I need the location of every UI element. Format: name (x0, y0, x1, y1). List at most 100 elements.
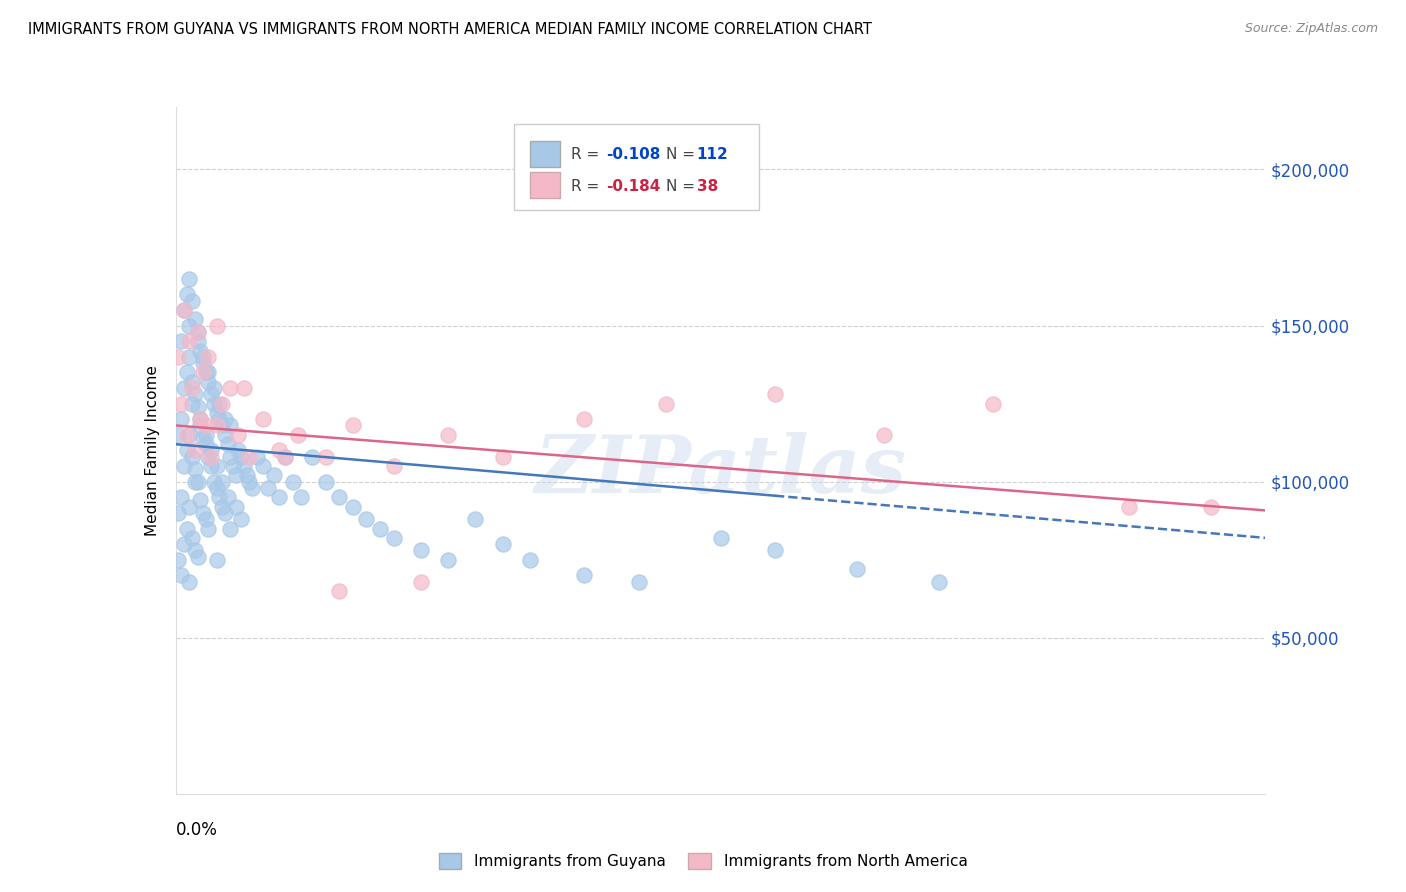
Point (208, 490, 231, 504)
Text: 0.0%: 0.0% (176, 822, 218, 839)
Point (235, 468, 257, 483)
Point (217, 490, 239, 504)
Point (225, 468, 247, 483)
Point (269, 443, 291, 458)
Point (928, 574, 950, 589)
Point (197, 366, 219, 380)
Point (232, 458, 254, 473)
FancyBboxPatch shape (513, 124, 759, 211)
Point (356, 512, 378, 526)
Point (179, 318, 201, 333)
Point (167, 506, 190, 520)
Point (179, 271, 201, 285)
Point (181, 531, 204, 545)
Point (315, 475, 337, 489)
Point (287, 427, 309, 442)
Point (873, 427, 896, 442)
Point (181, 375, 204, 389)
Point (257, 481, 280, 495)
Point (763, 543, 786, 558)
Point (246, 450, 269, 464)
Point (179, 500, 201, 514)
Point (981, 396, 1004, 410)
Point (191, 431, 214, 445)
Point (173, 458, 195, 473)
Point (170, 490, 193, 504)
Point (281, 475, 304, 489)
Point (186, 325, 209, 339)
Point (1118, 500, 1140, 514)
Point (214, 506, 236, 520)
Point (437, 427, 460, 442)
Point (382, 531, 405, 545)
Point (200, 450, 222, 464)
Point (437, 552, 460, 567)
Point (219, 450, 242, 464)
Point (191, 506, 214, 520)
Point (710, 531, 733, 545)
Point (214, 412, 236, 426)
Point (176, 366, 198, 380)
Point (219, 381, 242, 395)
Point (1199, 500, 1222, 514)
Point (202, 381, 225, 395)
Point (231, 512, 253, 526)
Point (240, 481, 263, 495)
Point (315, 450, 337, 464)
Text: 112: 112 (696, 147, 728, 162)
Point (274, 450, 297, 464)
Text: R =: R = (571, 178, 605, 194)
Point (342, 418, 364, 433)
Point (228, 443, 250, 458)
Point (170, 568, 193, 582)
Point (290, 490, 312, 504)
Point (238, 450, 260, 464)
Point (301, 450, 323, 464)
Point (176, 521, 198, 535)
Point (179, 427, 201, 442)
Point (200, 443, 222, 458)
Point (170, 412, 193, 426)
Point (176, 287, 198, 301)
Point (194, 418, 217, 433)
Point (219, 418, 242, 433)
Point (845, 562, 868, 576)
Text: 38: 38 (696, 178, 718, 194)
Point (252, 412, 274, 426)
Text: -0.184: -0.184 (606, 178, 661, 194)
Point (232, 381, 254, 395)
Point (184, 387, 207, 401)
Text: R =: R = (571, 147, 605, 162)
Text: N =: N = (666, 178, 700, 194)
Point (228, 427, 250, 442)
Point (181, 450, 204, 464)
Text: -0.108: -0.108 (606, 147, 661, 162)
Point (202, 396, 225, 410)
Point (202, 475, 225, 489)
Point (763, 387, 786, 401)
Point (519, 552, 541, 567)
Point (173, 381, 195, 395)
Point (211, 418, 233, 433)
Point (214, 427, 236, 442)
Point (186, 400, 209, 414)
Point (167, 350, 190, 364)
Point (205, 552, 228, 567)
Point (627, 574, 650, 589)
Point (197, 375, 219, 389)
Point (205, 481, 228, 495)
Point (197, 450, 219, 464)
Point (197, 350, 219, 364)
Point (191, 350, 214, 364)
Point (222, 458, 245, 473)
Point (217, 437, 239, 451)
Point (211, 475, 233, 489)
Point (194, 366, 217, 380)
Point (205, 418, 228, 433)
Point (197, 521, 219, 535)
Point (208, 412, 231, 426)
Point (186, 334, 209, 348)
Point (184, 312, 207, 326)
Point (231, 450, 253, 464)
Y-axis label: Median Family Income: Median Family Income (145, 365, 160, 536)
